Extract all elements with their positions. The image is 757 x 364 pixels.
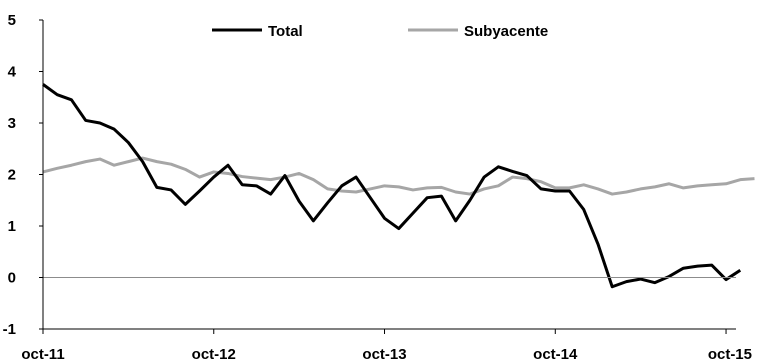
y-tick-label: 2	[8, 167, 16, 184]
y-tick-label: 5	[8, 12, 16, 29]
legend-label-subyacente: Subyacente	[464, 23, 548, 40]
x-tick-label: oct-13	[362, 346, 406, 363]
y-tick-label: 3	[8, 115, 16, 132]
axes-layer: -1 0 1 2 3 4 5 oct-11 oct-12 oct-13 oct-14 oct-15	[3, 12, 752, 363]
y-tick-label: -1	[3, 321, 16, 338]
series-line-subyacente	[42, 156, 755, 196]
x-tick-label: oct-15	[708, 346, 752, 363]
series-layer	[42, 83, 755, 289]
x-tick-label: oct-14	[533, 346, 578, 363]
legend-label-total: Total	[268, 23, 303, 40]
y-tick-label: 4	[8, 64, 17, 81]
y-tick-label: 0	[8, 270, 16, 287]
x-tick-label: oct-12	[192, 346, 236, 363]
legend: Total Subyacente	[212, 23, 548, 40]
x-tick-label: oct-11	[21, 346, 64, 363]
y-tick-label: 1	[8, 218, 16, 235]
series-line-total	[42, 83, 742, 289]
